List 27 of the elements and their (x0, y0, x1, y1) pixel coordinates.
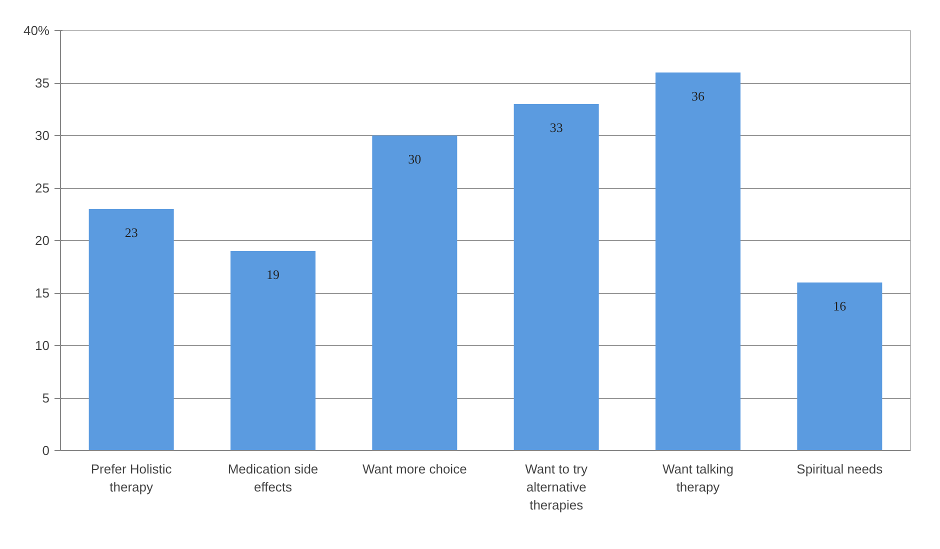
data-label: 19 (266, 267, 280, 282)
y-tick-label: 5 (42, 390, 50, 406)
bar (514, 104, 599, 450)
y-tick-label: 30 (35, 128, 50, 143)
data-label: 30 (408, 152, 422, 166)
x-tick-label: Prefer Holistic therapy (90, 462, 172, 494)
data-label: 16 (833, 298, 847, 314)
bar (88, 209, 174, 450)
y-tick-label: 20 (35, 233, 50, 248)
y-tick-label: 40% (23, 23, 50, 38)
data-label: 23 (124, 225, 138, 240)
data-label: 33 (550, 120, 563, 135)
y-tick-label: 0 (42, 443, 50, 458)
x-tick-label: Want to try alternative therapies (525, 462, 588, 512)
bar (797, 282, 882, 450)
bar (656, 72, 740, 450)
x-tick-label: Medication side effects (228, 462, 318, 494)
bar (372, 136, 458, 450)
x-tick-label: Want more choice (362, 462, 467, 476)
y-tick-label: 10 (35, 338, 50, 353)
data-label: 36 (692, 88, 705, 104)
y-tick-label: 15 (35, 286, 50, 300)
y-tick-label: 35 (35, 76, 50, 90)
x-tick-label: Want talking therapy (662, 462, 734, 494)
x-tick-label: Spiritual needs (796, 462, 884, 476)
y-tick-label: 25 (35, 180, 50, 196)
bar (230, 251, 316, 450)
